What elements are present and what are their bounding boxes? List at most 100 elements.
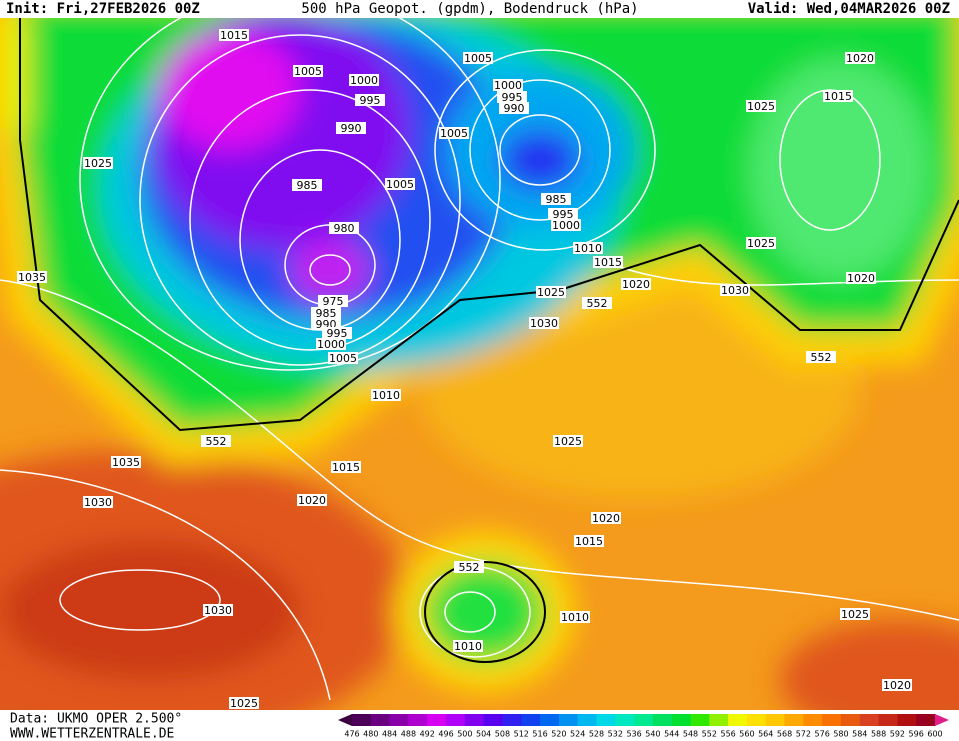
legend-swatch (709, 714, 729, 726)
isobar-label: 552 (459, 561, 480, 574)
legend-swatch (746, 714, 767, 726)
label-box (454, 561, 484, 573)
label-box (573, 242, 603, 254)
label-box (297, 494, 327, 506)
label-box (823, 90, 853, 102)
label-box (439, 127, 469, 139)
data-source: Data: UKMO OPER 2.500° (10, 712, 182, 727)
label-box (593, 256, 623, 268)
label-box (322, 327, 352, 339)
isobar-label: 1005 (329, 352, 357, 365)
isobar-label: 995 (502, 91, 523, 104)
label-box (336, 122, 366, 134)
isobar-label: 1020 (622, 278, 650, 291)
label-box (493, 79, 523, 91)
legend-swatch (408, 714, 428, 726)
isobar-label: 1005 (294, 65, 322, 78)
legend-swatch (728, 714, 748, 726)
isobar-label: 995 (553, 208, 574, 221)
label-box (311, 307, 341, 319)
isobar-label: 1005 (464, 52, 492, 65)
contour-552 (424, 561, 546, 663)
isobar-label: 990 (504, 102, 525, 115)
label-box (292, 179, 322, 191)
legend-swatch (502, 714, 522, 726)
isobar-label: 1015 (332, 461, 360, 474)
isobar-label: 995 (360, 94, 381, 107)
isobar-label: 1015 (220, 29, 248, 42)
legend-tick-label: 536 (626, 730, 641, 739)
isobar-label: 1035 (112, 456, 140, 469)
map-title: 500 hPa Geopot. (gpdm), Bodendruck (hPa) (301, 1, 638, 17)
isobar-label: 1015 (575, 535, 603, 548)
legend-swatch (840, 714, 861, 726)
legend-swatch (897, 714, 917, 726)
isobar-label: 552 (811, 351, 832, 364)
legend-tick-label: 580 (833, 730, 848, 739)
label-box (349, 74, 379, 86)
legend-tick-label: 500 (457, 730, 472, 739)
isobar-label: 552 (206, 435, 227, 448)
isobar-label: 985 (316, 307, 337, 320)
legend-tick-label: 524 (570, 730, 585, 739)
label-box (316, 338, 346, 350)
label-box (582, 297, 612, 309)
isobar-label: 1010 (561, 611, 589, 624)
legend-tick-label: 504 (476, 730, 491, 739)
legend-tick-label: 512 (514, 730, 529, 739)
legend-tick-label: 516 (532, 730, 547, 739)
isobar-label: 1005 (386, 178, 414, 191)
label-box (499, 102, 529, 114)
label-box (497, 91, 527, 103)
label-box (229, 697, 259, 709)
label-box (551, 219, 581, 231)
legend-swatch (784, 714, 804, 726)
legend-tick-label: 568 (777, 730, 792, 739)
isobar-label: 1025 (747, 237, 775, 250)
header-bar (0, 0, 959, 18)
legend-swatch (878, 714, 898, 726)
isobar-label: 1025 (841, 608, 869, 621)
isobar-label: 1020 (847, 272, 875, 285)
label-box (293, 65, 323, 77)
isobar-label: 1025 (747, 100, 775, 113)
legend-tick-label: 488 (401, 730, 416, 739)
legend-tick-label: 484 (382, 730, 397, 739)
legend-swatch (916, 714, 936, 726)
isobar-label: 1025 (554, 435, 582, 448)
isobar-label: 1015 (824, 90, 852, 103)
legend-swatch (483, 714, 503, 726)
legend-swatch (671, 714, 692, 726)
isobar-label: 1000 (317, 338, 345, 351)
legend-tick-label: 588 (871, 730, 886, 739)
isobar-label: 1030 (530, 317, 558, 330)
legend-tick-label: 544 (664, 730, 679, 739)
isobar-label: 985 (546, 193, 567, 206)
legend-tick-label: 600 (927, 730, 942, 739)
label-box (371, 389, 401, 401)
legend-tick-label: 532 (608, 730, 623, 739)
legend-swatch (765, 714, 786, 726)
isobar-label: 1015 (594, 256, 622, 269)
legend-tick-label: 556 (720, 730, 735, 739)
legend-tick-label: 596 (909, 730, 924, 739)
legend-tick-label: 540 (645, 730, 660, 739)
label-box (846, 272, 876, 284)
isobar-label: 1000 (552, 219, 580, 232)
label-box (621, 278, 651, 290)
legend-swatch (634, 714, 654, 726)
isobar-label: 1030 (204, 604, 232, 617)
label-box (219, 29, 249, 41)
isobar-label: 990 (341, 122, 362, 135)
legend-swatch (596, 714, 616, 726)
legend-tick-label: 476 (344, 730, 359, 739)
legend-arrow-low (338, 714, 352, 726)
label-box (845, 52, 875, 64)
label-box (591, 512, 621, 524)
legend-swatch (859, 714, 880, 726)
label-box (536, 286, 566, 298)
legend-swatch (446, 714, 466, 726)
isobar-label: 1010 (574, 242, 602, 255)
